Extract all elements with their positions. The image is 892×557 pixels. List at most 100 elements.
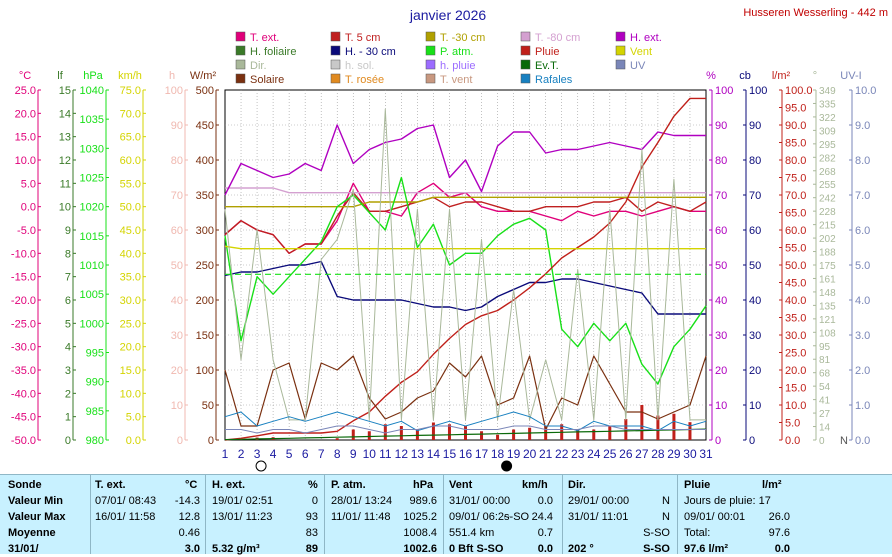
tick-label: 10.0 xyxy=(785,400,806,412)
tick-label: 135 xyxy=(819,301,836,312)
series-line xyxy=(224,260,706,315)
tick-label: 50 xyxy=(749,260,761,272)
legend-label: H. foliaire xyxy=(250,46,296,58)
tick-label: 50.0 xyxy=(120,202,141,214)
stats-cell-t-date: 07/01/ 08:43 xyxy=(95,495,157,507)
stats-cell-label: Moyenne xyxy=(8,527,56,539)
day-label: 28 xyxy=(651,447,665,461)
tick-label: 81 xyxy=(819,355,831,366)
tick-label: 161 xyxy=(819,274,836,285)
day-label: 23 xyxy=(571,447,585,461)
tick-label: 200 xyxy=(196,295,214,307)
tick-label: 268 xyxy=(819,167,836,178)
stats-cell-t-val: 12.8 xyxy=(178,511,200,523)
x-axis: 1 2 3 4 5 6 7 8 9 10 11 12 13 14 15 16 17 18 19 20 21 22 23 24 2… xyxy=(222,447,713,472)
day-label: 30 xyxy=(683,447,697,461)
tick-label: 10.0 xyxy=(855,85,876,97)
tick-label: 990 xyxy=(86,377,104,389)
tick-label: -25.0 xyxy=(11,318,36,330)
axis-end-label: N xyxy=(840,435,848,447)
stats-cell-pl-text: Total: xyxy=(684,527,711,539)
stats-cell-h-date: 19/01/ 02:51 xyxy=(212,495,274,507)
stats-cell-t-val: 3.0 xyxy=(184,543,200,555)
tick-label: 0 xyxy=(208,435,214,447)
stats-cell-d-date: 202 ° xyxy=(568,543,594,555)
legend-label: Vent xyxy=(630,46,652,58)
chart-title: janvier 2026 xyxy=(409,7,486,23)
tick-label: 10.0 xyxy=(15,155,36,167)
tick-label: 10 xyxy=(715,400,727,412)
stats-cell-h-val: 89 xyxy=(305,543,318,555)
tick-label: 50 xyxy=(715,260,727,272)
series-line xyxy=(224,108,706,421)
tick-label: 25.0 xyxy=(120,318,141,330)
tick-label: 70.0 xyxy=(785,190,806,202)
tick-label: 335 xyxy=(819,99,836,110)
stats-cell-p-val: 1002.6 xyxy=(403,543,437,555)
rain-bar xyxy=(399,426,403,440)
new-moon-icon xyxy=(255,460,267,472)
tick-label: 40 xyxy=(749,295,761,307)
tick-label: 65.0 xyxy=(120,132,141,144)
tick-label: 68 xyxy=(819,369,831,380)
tick-label: 54 xyxy=(819,382,831,393)
tick-label: 50 xyxy=(202,400,214,412)
tick-label: 90 xyxy=(715,120,727,132)
tick-label: 60 xyxy=(749,225,761,237)
tick-label: 322 xyxy=(819,113,836,124)
legend-swatch xyxy=(330,31,341,42)
legend-swatch xyxy=(425,45,436,56)
header-pluie: Pluie xyxy=(684,479,711,491)
rain-bar xyxy=(415,429,419,440)
day-label: 29 xyxy=(667,447,681,461)
legend-swatch xyxy=(520,31,531,42)
tick-label: 9.0 xyxy=(855,120,870,132)
tick-label: 215 xyxy=(819,221,836,232)
tick-label: 15.0 xyxy=(15,132,36,144)
stats-cell-d-val: N xyxy=(662,495,670,507)
stats-cell-p-date: 28/01/ 13:24 xyxy=(331,495,393,507)
rain-bar xyxy=(592,429,596,440)
stats-cell-d-date: 29/01/ 00:00 xyxy=(568,495,630,507)
stats-cell-t-val: 0.46 xyxy=(178,527,200,539)
legend-label: Dir. xyxy=(250,60,267,72)
tick-label: 500 xyxy=(196,85,214,97)
tick-label: 15 xyxy=(59,85,71,97)
divider xyxy=(562,475,563,554)
stats-cell-pl-val: 97.6 xyxy=(768,527,790,539)
stats-cell-d-val: N xyxy=(662,511,670,523)
day-label: 11 xyxy=(379,447,392,461)
header-vent: Vent xyxy=(449,479,473,491)
tick-label: 242 xyxy=(819,194,836,205)
series-line xyxy=(224,124,706,196)
axis-unit: W/m² xyxy=(190,70,217,82)
tick-label: 40.0 xyxy=(120,248,141,260)
tick-label: 35.0 xyxy=(785,313,806,325)
divider xyxy=(677,475,678,554)
tick-label: 80 xyxy=(749,155,761,167)
tick-label: -10.0 xyxy=(11,248,36,260)
tick-label: -15.0 xyxy=(11,272,36,284)
rain-bar xyxy=(431,422,435,440)
axis-unit: h xyxy=(169,70,175,82)
legend-swatch xyxy=(330,59,341,70)
legend-swatch xyxy=(520,59,531,70)
tick-label: 30 xyxy=(715,330,727,342)
legend-label: T. 5 cm xyxy=(345,32,380,44)
tick-label: 5.0 xyxy=(855,260,870,272)
legend-swatch xyxy=(425,59,436,70)
tick-label: 0.0 xyxy=(126,435,141,447)
tick-label: 108 xyxy=(819,328,836,339)
tick-label: 8 xyxy=(65,248,71,260)
series-line xyxy=(224,411,707,432)
legend-label: h. sol. xyxy=(345,60,374,72)
day-label: 6 xyxy=(302,447,309,461)
tick-label: 255 xyxy=(819,180,836,191)
stats-cell-d-date: 31/01/ 11:01 xyxy=(568,511,629,523)
tick-label: 100.0 xyxy=(785,85,813,97)
legend-swatch xyxy=(425,31,436,42)
tick-label: 20 xyxy=(749,365,761,377)
tick-label: 30 xyxy=(749,330,761,342)
tick-label: 30.0 xyxy=(120,295,141,307)
legend-label: Solaire xyxy=(250,74,284,86)
